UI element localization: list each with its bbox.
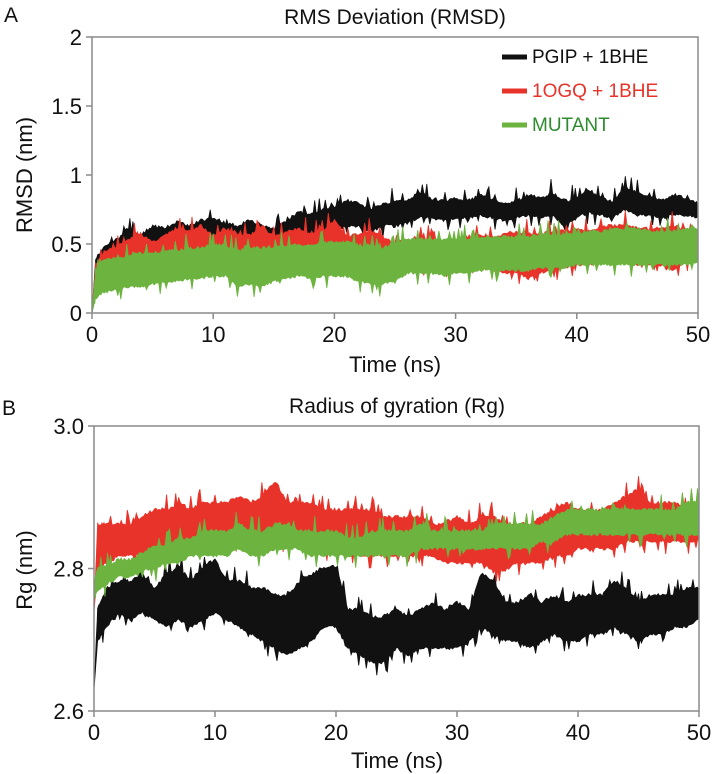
- panel-a-title: RMS Deviation (RMSD): [284, 6, 506, 29]
- legend-label: PGIP + 1BHE: [532, 47, 648, 68]
- plot-frame: [93, 425, 700, 712]
- y-tick-label: 0: [70, 301, 82, 326]
- x-tick-label: 10: [203, 720, 227, 745]
- y-tick-label: 2: [70, 25, 82, 50]
- x-tick-label: 10: [201, 322, 225, 347]
- panel-b-rg-chart: B Radius of gyration (Rg) 0 10 20 30 40 50 2.6…: [2, 395, 711, 773]
- panel-b-series-layer: [93, 476, 700, 711]
- panel-a-axes: 0 10 20 30 40 50 0 0.5 1 1.5 2: [51, 25, 710, 347]
- panel-a-y-axis-title: RMSD (nm): [12, 117, 37, 233]
- legend-label: MUTANT: [532, 115, 610, 136]
- panel-b-x-axis-title: Time (ns): [351, 748, 443, 773]
- panel-b-axes: 0 10 20 30 40 50 2.6 2.8 3.0: [53, 414, 711, 745]
- x-tick-label: 0: [86, 322, 98, 347]
- y-tick-label: 1: [70, 163, 82, 188]
- x-tick-label: 20: [322, 322, 346, 347]
- panel-b-label: B: [2, 397, 16, 420]
- panel-b-title: Radius of gyration (Rg): [289, 395, 505, 418]
- panel-a-x-axis-title: Time (ns): [349, 352, 441, 377]
- x-tick-label: 20: [324, 720, 348, 745]
- x-tick-label: 0: [88, 720, 100, 745]
- y-tick-label: 0.5: [51, 232, 82, 257]
- x-tick-label: 30: [443, 322, 467, 347]
- series-band-pgip-1bhe: [93, 555, 700, 711]
- panel-a-label: A: [4, 4, 18, 27]
- x-tick-label: 40: [565, 322, 589, 347]
- y-tick-label: 2.6: [53, 699, 84, 724]
- panel-a-series-layer: [91, 176, 699, 314]
- x-tick-label: 30: [445, 720, 469, 745]
- x-tick-label: 50: [686, 322, 710, 347]
- panel-b-y-axis-title: Rg (nm): [12, 530, 37, 609]
- y-tick-label: 2.8: [53, 557, 84, 582]
- y-tick-label: 3.0: [53, 414, 84, 439]
- legend-label: 1OGQ + 1BHE: [532, 81, 658, 102]
- panel-a-legend: PGIP + 1BHE 1OGQ + 1BHE MUTANT: [502, 47, 658, 136]
- panel-a-rmsd-chart: A RMS Deviation (RMSD) 0 10 20 30 40 50 0 0.5 1 1…: [4, 4, 710, 377]
- y-tick-label: 1.5: [51, 94, 82, 119]
- x-tick-label: 50: [687, 720, 711, 745]
- x-tick-label: 40: [566, 720, 590, 745]
